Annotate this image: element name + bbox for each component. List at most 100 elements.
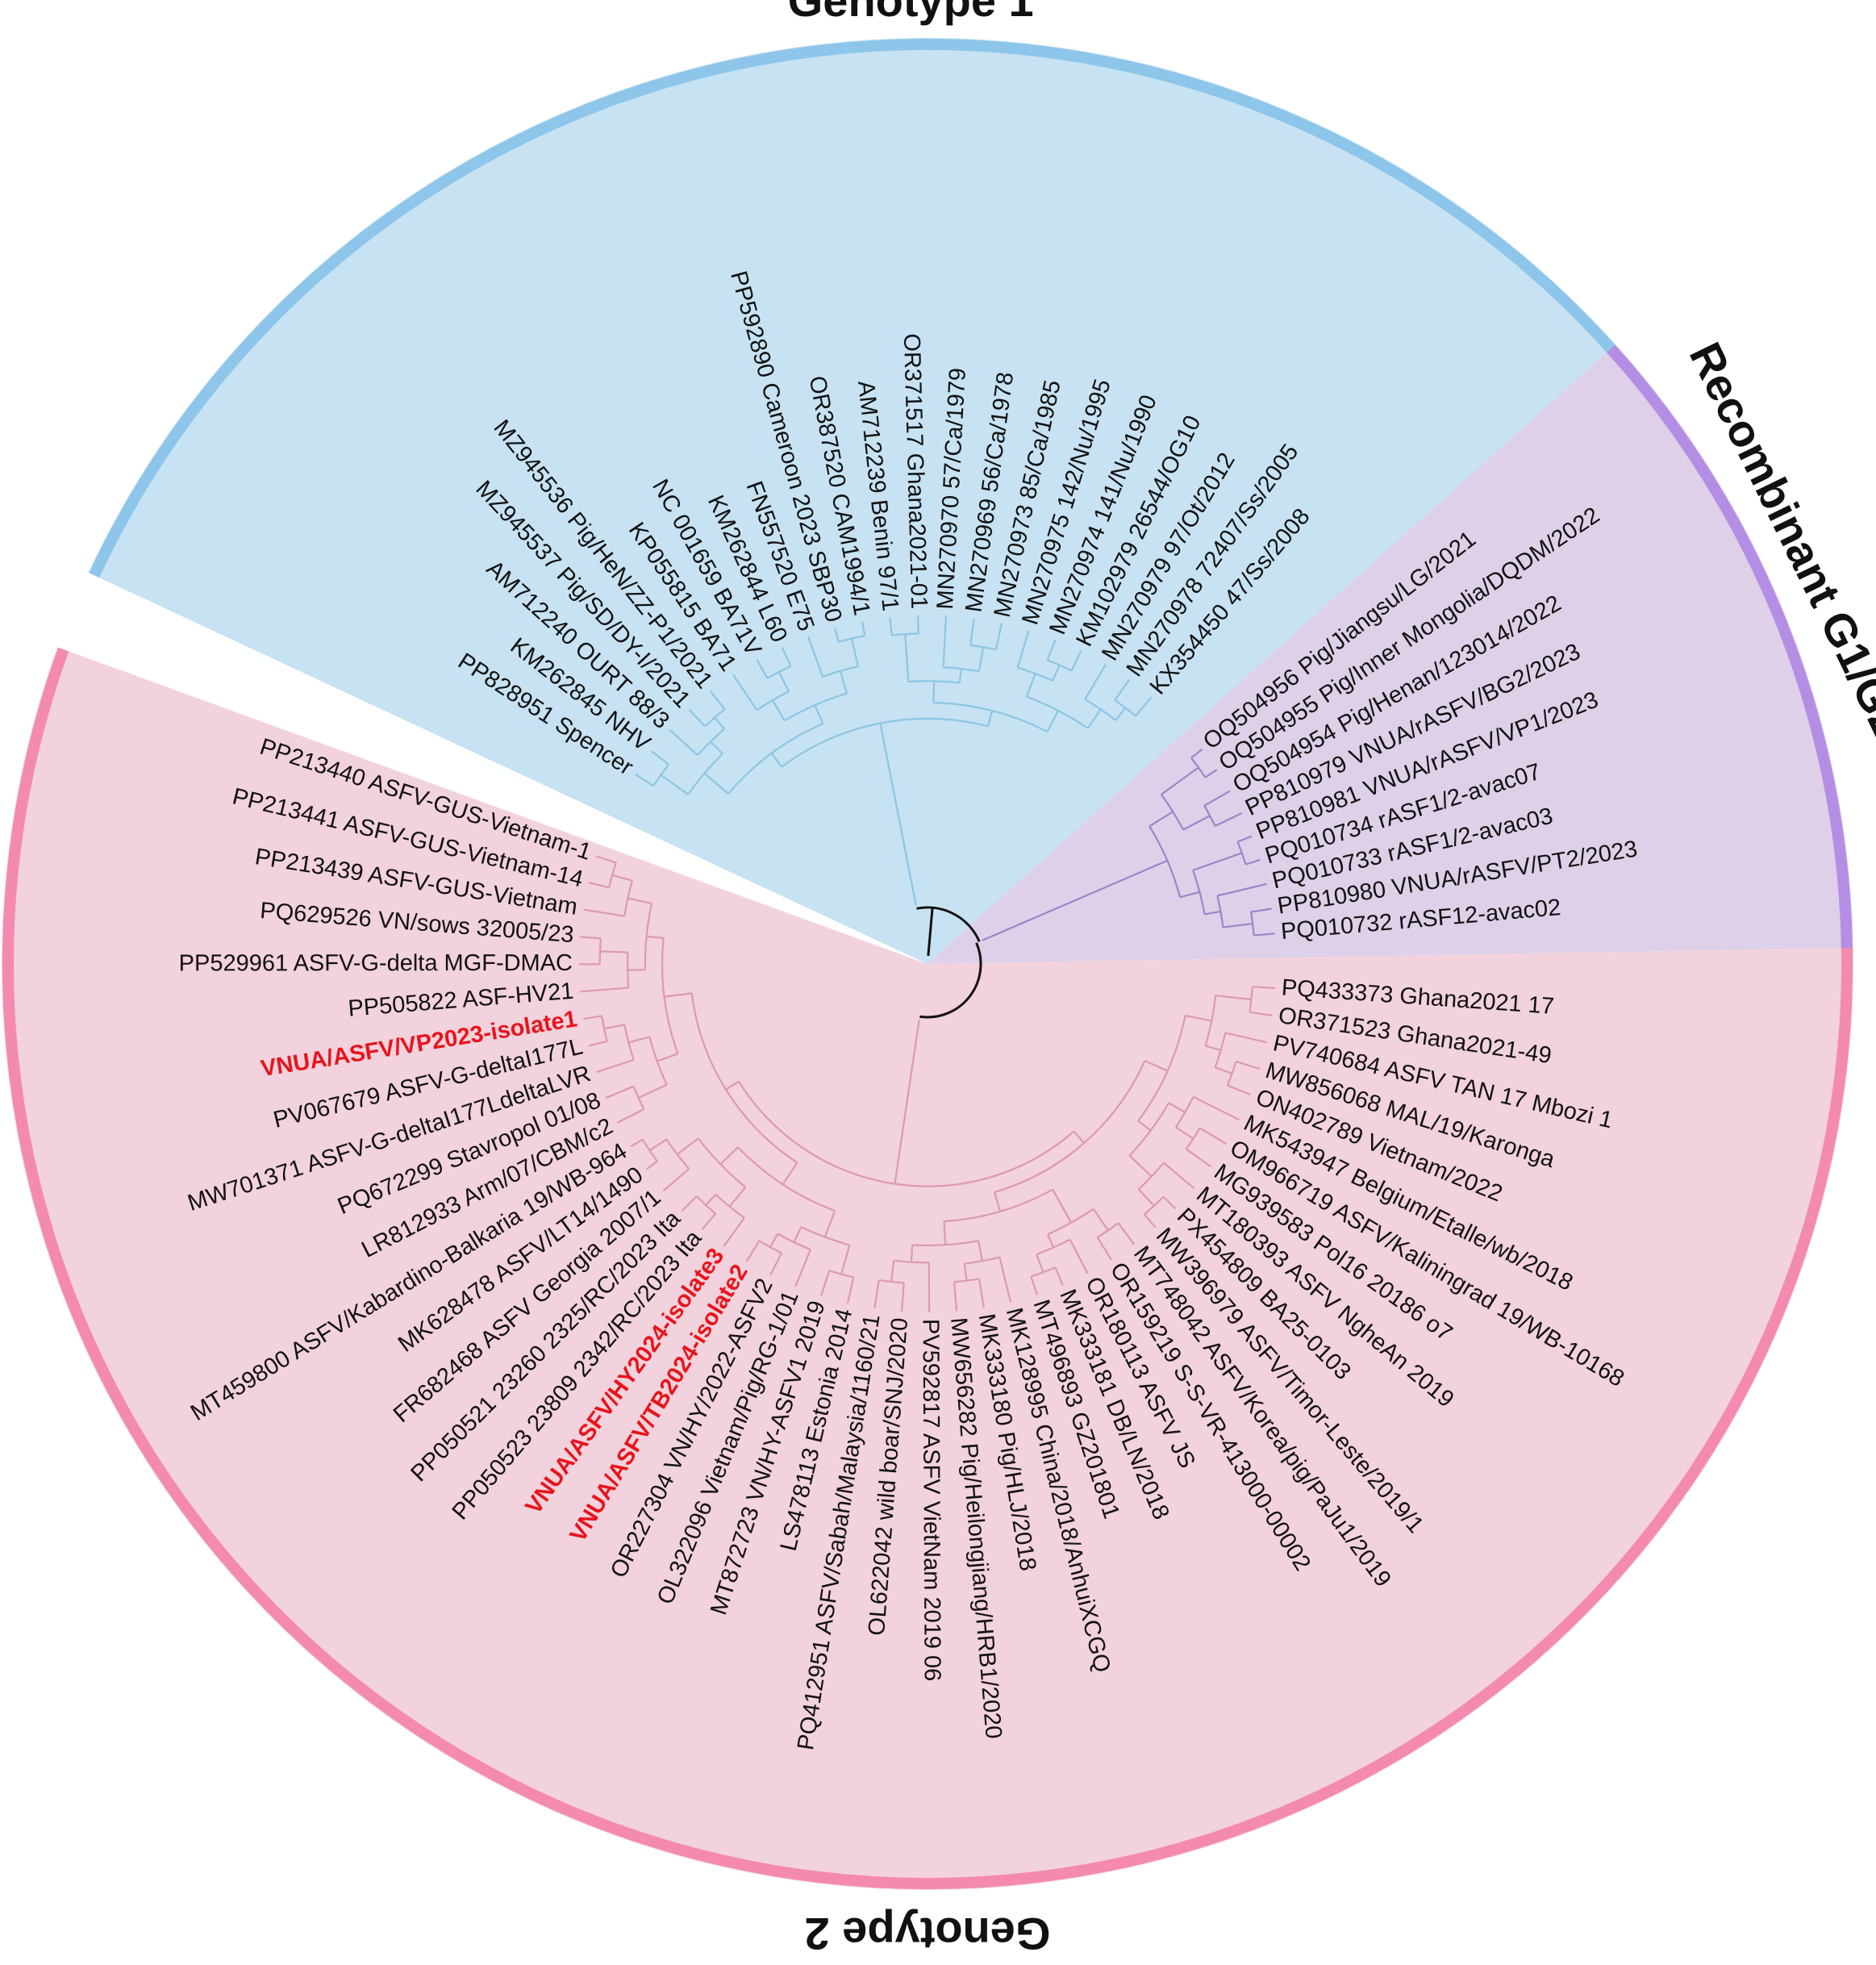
- genotype2-branch: [1128, 1154, 1153, 1178]
- genotype1-branch: [904, 634, 910, 682]
- genotype1-branch: [781, 646, 792, 667]
- genotype2-branch: [1227, 1084, 1251, 1096]
- genotype2-branch: [873, 1279, 880, 1309]
- genotype1-branch: [958, 668, 962, 683]
- genotype1-stem: [879, 723, 917, 906]
- genotype2-branch: [1137, 1120, 1152, 1132]
- genotype2-branch: [1215, 1066, 1232, 1074]
- genotype1-branch-arc: [784, 692, 848, 722]
- genotype1-branch: [660, 774, 689, 795]
- genotype2-branch: [1046, 1233, 1055, 1248]
- genotype2-branch: [840, 1245, 851, 1275]
- genotype2-branch: [1249, 1011, 1273, 1017]
- genotype2-branch: [646, 935, 664, 940]
- genotype2-branch: [638, 1083, 668, 1099]
- recombinant-branch: [1203, 790, 1231, 807]
- genotype1-branch: [1086, 708, 1102, 729]
- genotype1-branch: [994, 623, 1003, 650]
- genotype2-branch: [1117, 1222, 1136, 1245]
- genotype2-branch: [723, 1217, 745, 1247]
- recombinant-branch: [1161, 766, 1199, 795]
- recombinant-ring: [1606, 344, 1853, 949]
- recombinant-branch: [1204, 910, 1221, 916]
- genotype2-branch: [1168, 1102, 1186, 1113]
- genotype2-branch: [782, 1162, 798, 1185]
- genotype2-branch-arc: [644, 903, 653, 970]
- genotype2-branch: [657, 1053, 678, 1062]
- genotype2-branch: [1199, 1127, 1227, 1145]
- genotype2-branch: [719, 1146, 739, 1166]
- genotype1-branch: [850, 638, 860, 667]
- genotype2-branch: [630, 1138, 644, 1148]
- genotype2-branch: [588, 1040, 607, 1047]
- genotype1-branch: [732, 674, 758, 711]
- genotype2-branch-arc: [1137, 1015, 1186, 1122]
- recombinant-branch: [1179, 891, 1200, 899]
- genotype2-branch: [846, 1277, 855, 1304]
- genotype1-branch: [710, 741, 723, 755]
- recombinant-branch: [1190, 749, 1203, 759]
- genotype2-branch: [611, 874, 633, 882]
- genotype1-branch: [635, 773, 654, 787]
- recombinant-branch: [1223, 922, 1253, 928]
- genotype2-branch: [599, 950, 628, 953]
- genotype1-branch: [987, 710, 994, 727]
- genotype1-branch: [834, 628, 840, 642]
- recombinant-branch: [1245, 858, 1261, 866]
- genotype2-branch: [1144, 1213, 1157, 1229]
- genotype2-branch: [890, 1260, 895, 1283]
- genotype1-branch: [1016, 630, 1030, 669]
- root-stem: [927, 907, 934, 957]
- genotype1-ring: [89, 38, 1615, 578]
- genotype2-branch: [728, 1187, 747, 1208]
- genotype1-branch: [1046, 710, 1060, 732]
- recombinant-sector: [928, 344, 1853, 965]
- genotype2-branch: [1205, 1045, 1221, 1052]
- genotype2-branch: [1185, 1014, 1212, 1022]
- genotype1-branch: [710, 690, 726, 710]
- genotype2-branch: [1193, 1095, 1240, 1121]
- genotype2-branch: [664, 992, 692, 998]
- genotype2-branch: [998, 1257, 1012, 1303]
- recombinant-branch-arc: [1250, 912, 1255, 936]
- genotype1-branch-arc: [943, 666, 980, 673]
- genotype1-branch: [1115, 707, 1127, 721]
- genotype2-branch: [1252, 986, 1276, 990]
- genotype2-stem: [894, 1020, 920, 1184]
- genotype2-branch: [978, 1279, 985, 1308]
- genotype2-branch: [580, 936, 601, 940]
- genotype2-branch: [705, 1194, 717, 1206]
- genotype2-branch: [993, 1191, 1002, 1212]
- genotype2-branch: [1030, 1276, 1038, 1295]
- genotype1-branch: [839, 670, 848, 694]
- genotype2-branch-arc: [944, 1188, 1053, 1223]
- genotype2-branch: [820, 1270, 831, 1296]
- genotype2-branch: [1036, 1254, 1044, 1273]
- genotype1-branch: [777, 671, 790, 692]
- tree-branches: [578, 615, 1276, 1312]
- genotype2-branch: [681, 1195, 698, 1212]
- genotype1-branch: [1084, 664, 1107, 700]
- genotype2-branch: [662, 1168, 690, 1192]
- genotype2-branch: [1162, 1195, 1177, 1210]
- genotype2-branch: [627, 897, 652, 905]
- genotype1-branch: [714, 716, 726, 730]
- genotype2-branch: [1073, 1130, 1085, 1144]
- genotype1-branch: [669, 728, 698, 756]
- genotype2-branch: [583, 908, 625, 917]
- genotype2-branch: [595, 855, 617, 864]
- genotype2-branch: [1225, 1032, 1268, 1044]
- genotype1-branch: [1052, 665, 1061, 682]
- genotype2-branch: [1236, 1060, 1261, 1070]
- genotype2-ring: [2, 647, 1853, 1889]
- genotype2-branch: [943, 1221, 947, 1245]
- genotype2-branch: [725, 1080, 740, 1091]
- genotype1-branch-arc: [1084, 699, 1117, 721]
- genotype1-branch: [889, 617, 893, 636]
- genotype2-branch: [1052, 1189, 1073, 1224]
- genotype2-branch: [769, 1253, 782, 1276]
- genotype1-branch: [651, 750, 669, 766]
- genotype2-branch-arc: [661, 937, 679, 1054]
- genotype1-branch: [978, 647, 985, 672]
